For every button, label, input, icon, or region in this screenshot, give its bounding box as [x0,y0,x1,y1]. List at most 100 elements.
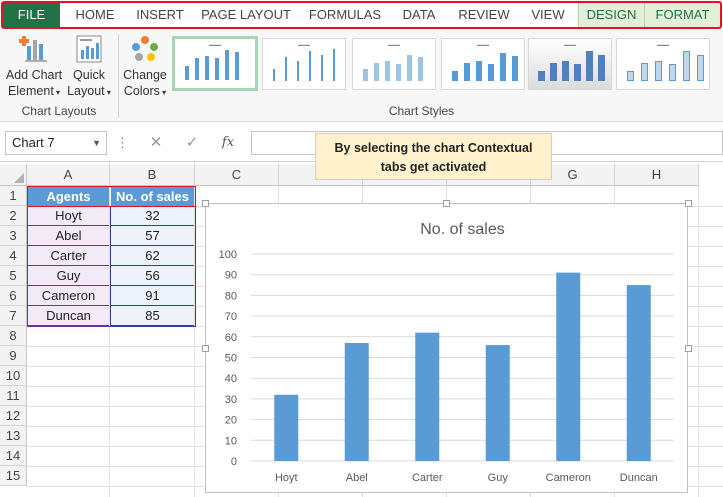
gridline-v [698,186,699,497]
column-header-a[interactable]: A [27,164,110,186]
y-tick-label: 100 [219,249,237,261]
header-cell-a[interactable]: Agents [28,187,109,206]
y-tick-label: 50 [225,353,237,365]
sales-cell[interactable]: 32 [111,206,194,226]
y-tick-label: 20 [225,415,237,427]
tab-formulas[interactable]: FORMULAS [308,7,382,22]
change-colors-button[interactable]: Change Colors ▾ [120,34,170,100]
header-cell-b[interactable]: No. of sales [111,187,194,206]
quick-layout-button[interactable]: Quick Layout ▾ [64,34,114,100]
row-header-11[interactable]: 11 [0,386,27,406]
row-header-7[interactable]: 7 [0,306,27,326]
tab-file[interactable]: FILE [3,3,60,27]
agent-cell[interactable]: Abel [28,226,109,246]
bar-duncan [626,285,651,461]
tab-design[interactable]: DESIGN [578,3,644,27]
column-header-g[interactable]: G [531,164,615,186]
row-header-8[interactable]: 8 [0,326,27,346]
resize-handle-l[interactable] [202,345,209,352]
agent-cell[interactable]: Hoyt [28,206,109,226]
y-tick-label: 0 [231,456,237,468]
bar-hoyt [274,394,299,461]
row-header-1[interactable]: 1 [0,186,27,206]
bar-guy [485,345,510,461]
x-tick-label: Hoyt [275,472,298,484]
ribbon-separator [118,34,119,118]
quick-layout-label-1: Quick [73,68,105,82]
column-chart: No. of sales 0 10 20 30 40 50 60 70 80 90 100 Hoyt Ab… [219,221,674,484]
tab-review[interactable]: REVIEW [458,7,510,22]
y-tick-label: 70 [225,311,237,323]
tab-format[interactable]: FORMAT [644,3,720,27]
worksheet-grid[interactable]: ABCDEFGH123456789101112131415AgentsNo. o… [0,164,723,497]
bar-carter [415,332,440,461]
more-options-icon: ⋮ [116,135,129,150]
chart-style-4[interactable]: ▬▬▬ [441,38,525,90]
gridline-v [109,186,110,497]
resize-handle-tl[interactable] [202,200,209,207]
insert-function-icon[interactable]: fx [221,135,235,150]
row-header-12[interactable]: 12 [0,406,27,426]
tab-data[interactable]: DATA [402,7,436,22]
row-header-2[interactable]: 2 [0,206,27,226]
add-chart-element-label-2: Element ▾ [7,84,61,98]
chart-style-6[interactable]: ▬▬▬ [616,38,710,90]
tab-view[interactable]: VIEW [531,7,565,22]
annotation-callout: By selecting the chart Contextual tabs g… [315,133,552,180]
group-label-chart-styles: Chart Styles [388,104,455,118]
x-tick-label: Cameron [546,472,591,484]
column-header-h[interactable]: H [615,164,699,186]
row-header-3[interactable]: 3 [0,226,27,246]
row-header-15[interactable]: 15 [0,466,27,486]
agent-cell[interactable]: Carter [28,246,109,266]
agent-cell[interactable]: Cameron [28,286,109,306]
y-tick-label: 60 [225,332,237,344]
ribbon-tab-bar: FILE HOME INSERT PAGE LAYOUT FORMULAS DA… [0,0,723,30]
sales-cell[interactable]: 57 [111,226,194,246]
x-tick-label: Duncan [620,472,658,484]
palette-icon [132,36,158,61]
row-header-10[interactable]: 10 [0,366,27,386]
sales-cell[interactable]: 85 [111,306,194,326]
change-colors-label-2: Colors ▾ [123,84,167,98]
resize-handle-tr[interactable] [685,200,692,207]
add-chart-element-icon [19,36,47,62]
sales-cell[interactable]: 91 [111,286,194,306]
ribbon: Add Chart Element ▾ Quick Layout ▾ Chart… [0,30,723,122]
row-header-4[interactable]: 4 [0,246,27,266]
chart-style-3[interactable]: ▬▬▬ [352,38,436,90]
resize-handle-r[interactable] [685,345,692,352]
y-tick-label: 30 [225,394,237,406]
gridline-v [194,186,195,497]
add-chart-element-label-1: Add Chart [5,68,63,82]
chart-object[interactable]: No. of sales 0 10 20 30 40 50 60 70 80 90 100 Hoyt Ab… [205,203,688,493]
cancel-icon[interactable]: ✕ [149,134,163,151]
y-tick-label: 10 [225,435,237,447]
row-header-6[interactable]: 6 [0,286,27,306]
agent-cell[interactable]: Duncan [28,306,109,326]
row-header-9[interactable]: 9 [0,346,27,366]
x-tick-label: Abel [346,472,368,484]
chart-style-1[interactable]: ▬▬▬ [172,36,258,91]
tab-home[interactable]: HOME [75,7,115,22]
tab-page-layout[interactable]: PAGE LAYOUT [201,7,291,22]
enter-icon[interactable]: ✓ [185,134,199,151]
row-header-13[interactable]: 13 [0,426,27,446]
chevron-down-icon[interactable]: ▼ [92,138,101,148]
chart-style-2[interactable]: ▬▬▬ [262,38,346,90]
name-box[interactable]: Chart 7 ▼ [5,131,107,155]
sales-cell[interactable]: 62 [111,246,194,266]
y-tick-label: 90 [225,270,237,282]
select-all-corner[interactable] [0,164,27,186]
agent-cell[interactable]: Guy [28,266,109,286]
resize-handle-t[interactable] [443,200,450,207]
row-header-5[interactable]: 5 [0,266,27,286]
row-header-14[interactable]: 14 [0,446,27,466]
column-header-c[interactable]: C [195,164,279,186]
chart-style-5[interactable]: ▬▬▬ [528,38,612,90]
sales-cell[interactable]: 56 [111,266,194,286]
add-chart-element-button[interactable]: Add Chart Element ▾ [4,34,64,100]
column-header-b[interactable]: B [110,164,195,186]
tab-insert[interactable]: INSERT [136,7,184,22]
callout-line-1: By selecting the chart Contextual [334,141,533,155]
